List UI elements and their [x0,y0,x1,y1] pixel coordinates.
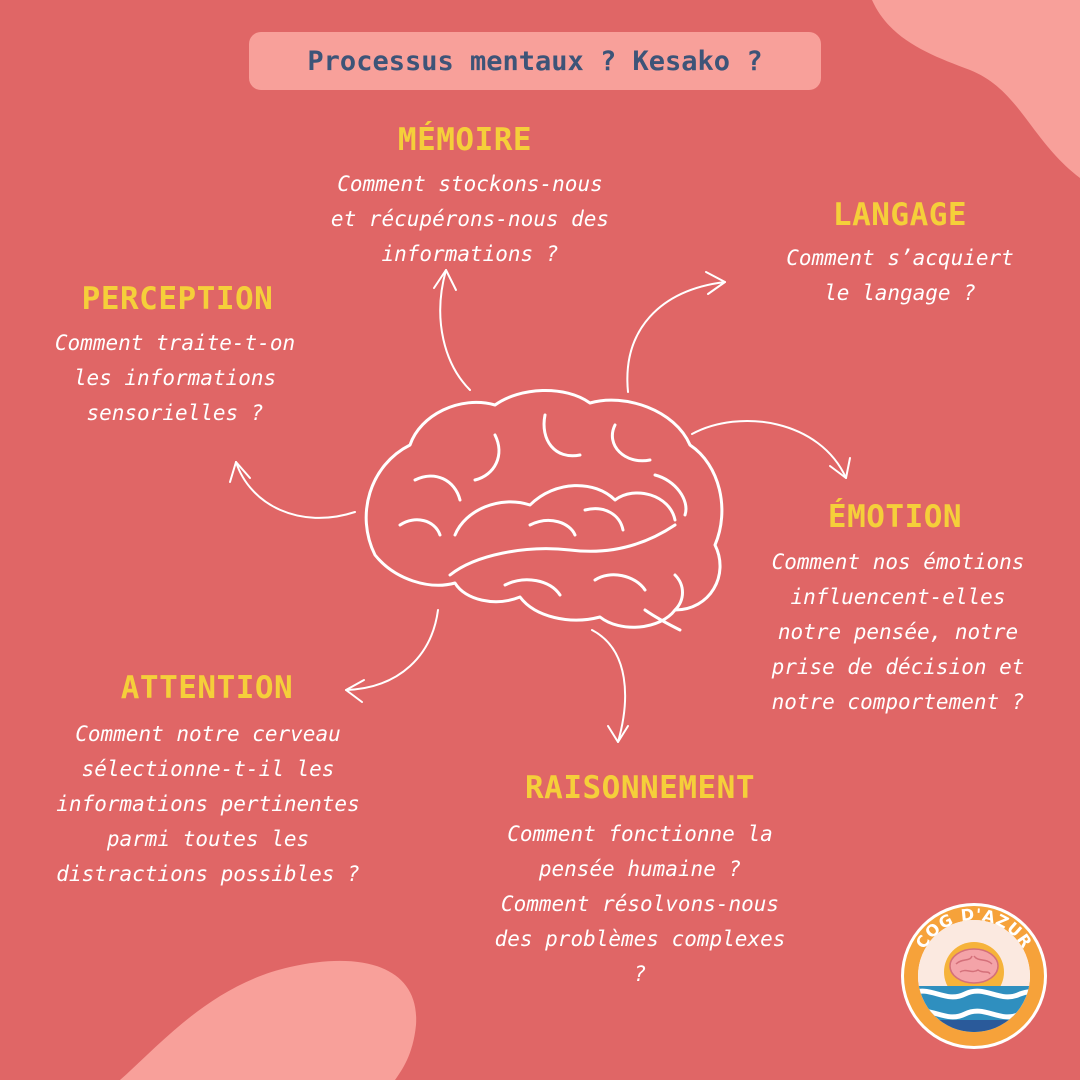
text-memoire: Comment stockons-nous et récupérons-nous… [330,172,610,266]
heading-memoire: MÉMOIRE [397,122,533,158]
page-title: Processus mentaux ? Kesako ? [249,32,821,90]
arrow-to-memoire [433,269,471,391]
logo-brain-icon [949,948,999,984]
cog-dazur-logo: COG D'AZUR [901,903,1047,1049]
heading-attention: ATTENTION [120,670,294,706]
heading-emotion: ÉMOTION [827,499,963,535]
text-perception: Comment traite-t-on les informations sen… [54,331,296,425]
heading-langage: LANGAGE [832,197,968,233]
heading-perception: PERCEPTION [81,281,274,317]
top-right-blob [872,0,1080,178]
bottom-left-blob [120,960,417,1080]
arrow-to-langage [626,271,726,393]
text-raisonnement: Comment fonctionne la pensée humaine ? C… [494,822,786,986]
text-emotion: Comment nos émotions influencent-elles n… [771,550,1025,714]
text-attention: Comment notre cerveau sélectionne-t-il l… [56,722,360,886]
arrow-to-attention [345,609,439,703]
arrow-to-raisonnement [591,629,629,743]
brain-icon [364,388,724,632]
arrow-to-perception [229,461,356,519]
arrow-to-emotion [691,419,851,479]
text-langage: Comment s’acquiert le langage ? [786,246,1014,305]
heading-raisonnement: RAISONNEMENT [525,770,755,806]
